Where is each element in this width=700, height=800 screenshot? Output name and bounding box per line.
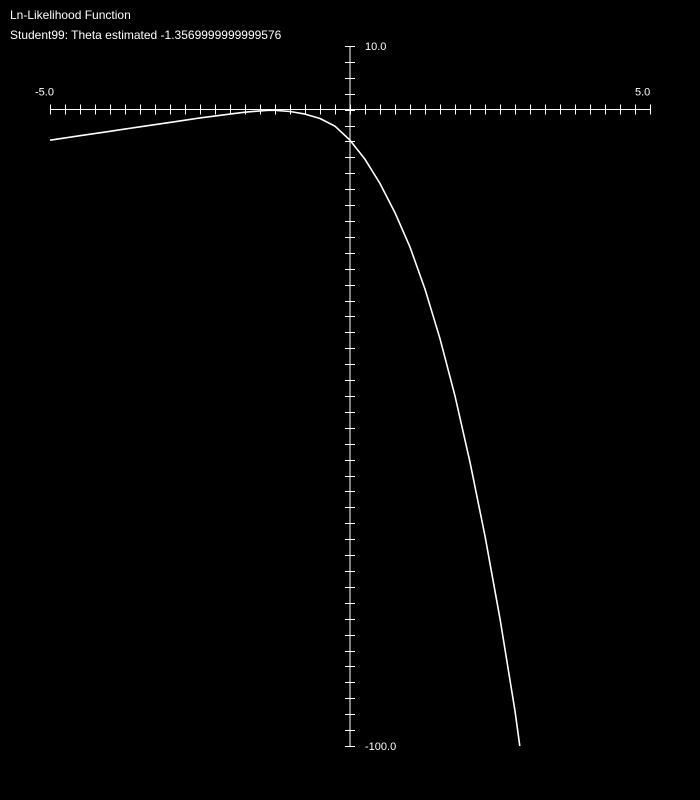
curve-group (49, 109, 521, 747)
chart-subtitle: Student99: Theta estimated -1.3569999999… (10, 28, 282, 42)
axes-group (50, 46, 651, 747)
x-axis-max-label: 5.0 (635, 87, 650, 99)
ln-likelihood-curve (49, 109, 521, 747)
y-axis-min-label: -100.0 (365, 741, 396, 753)
axis-labels-group: -5.0 5.0 10.0 -100.0 (35, 41, 650, 753)
y-axis-max-label: 10.0 (365, 41, 386, 53)
chart-title: Ln-Likelihood Function (10, 8, 131, 22)
x-axis-min-label: -5.0 (35, 87, 54, 99)
